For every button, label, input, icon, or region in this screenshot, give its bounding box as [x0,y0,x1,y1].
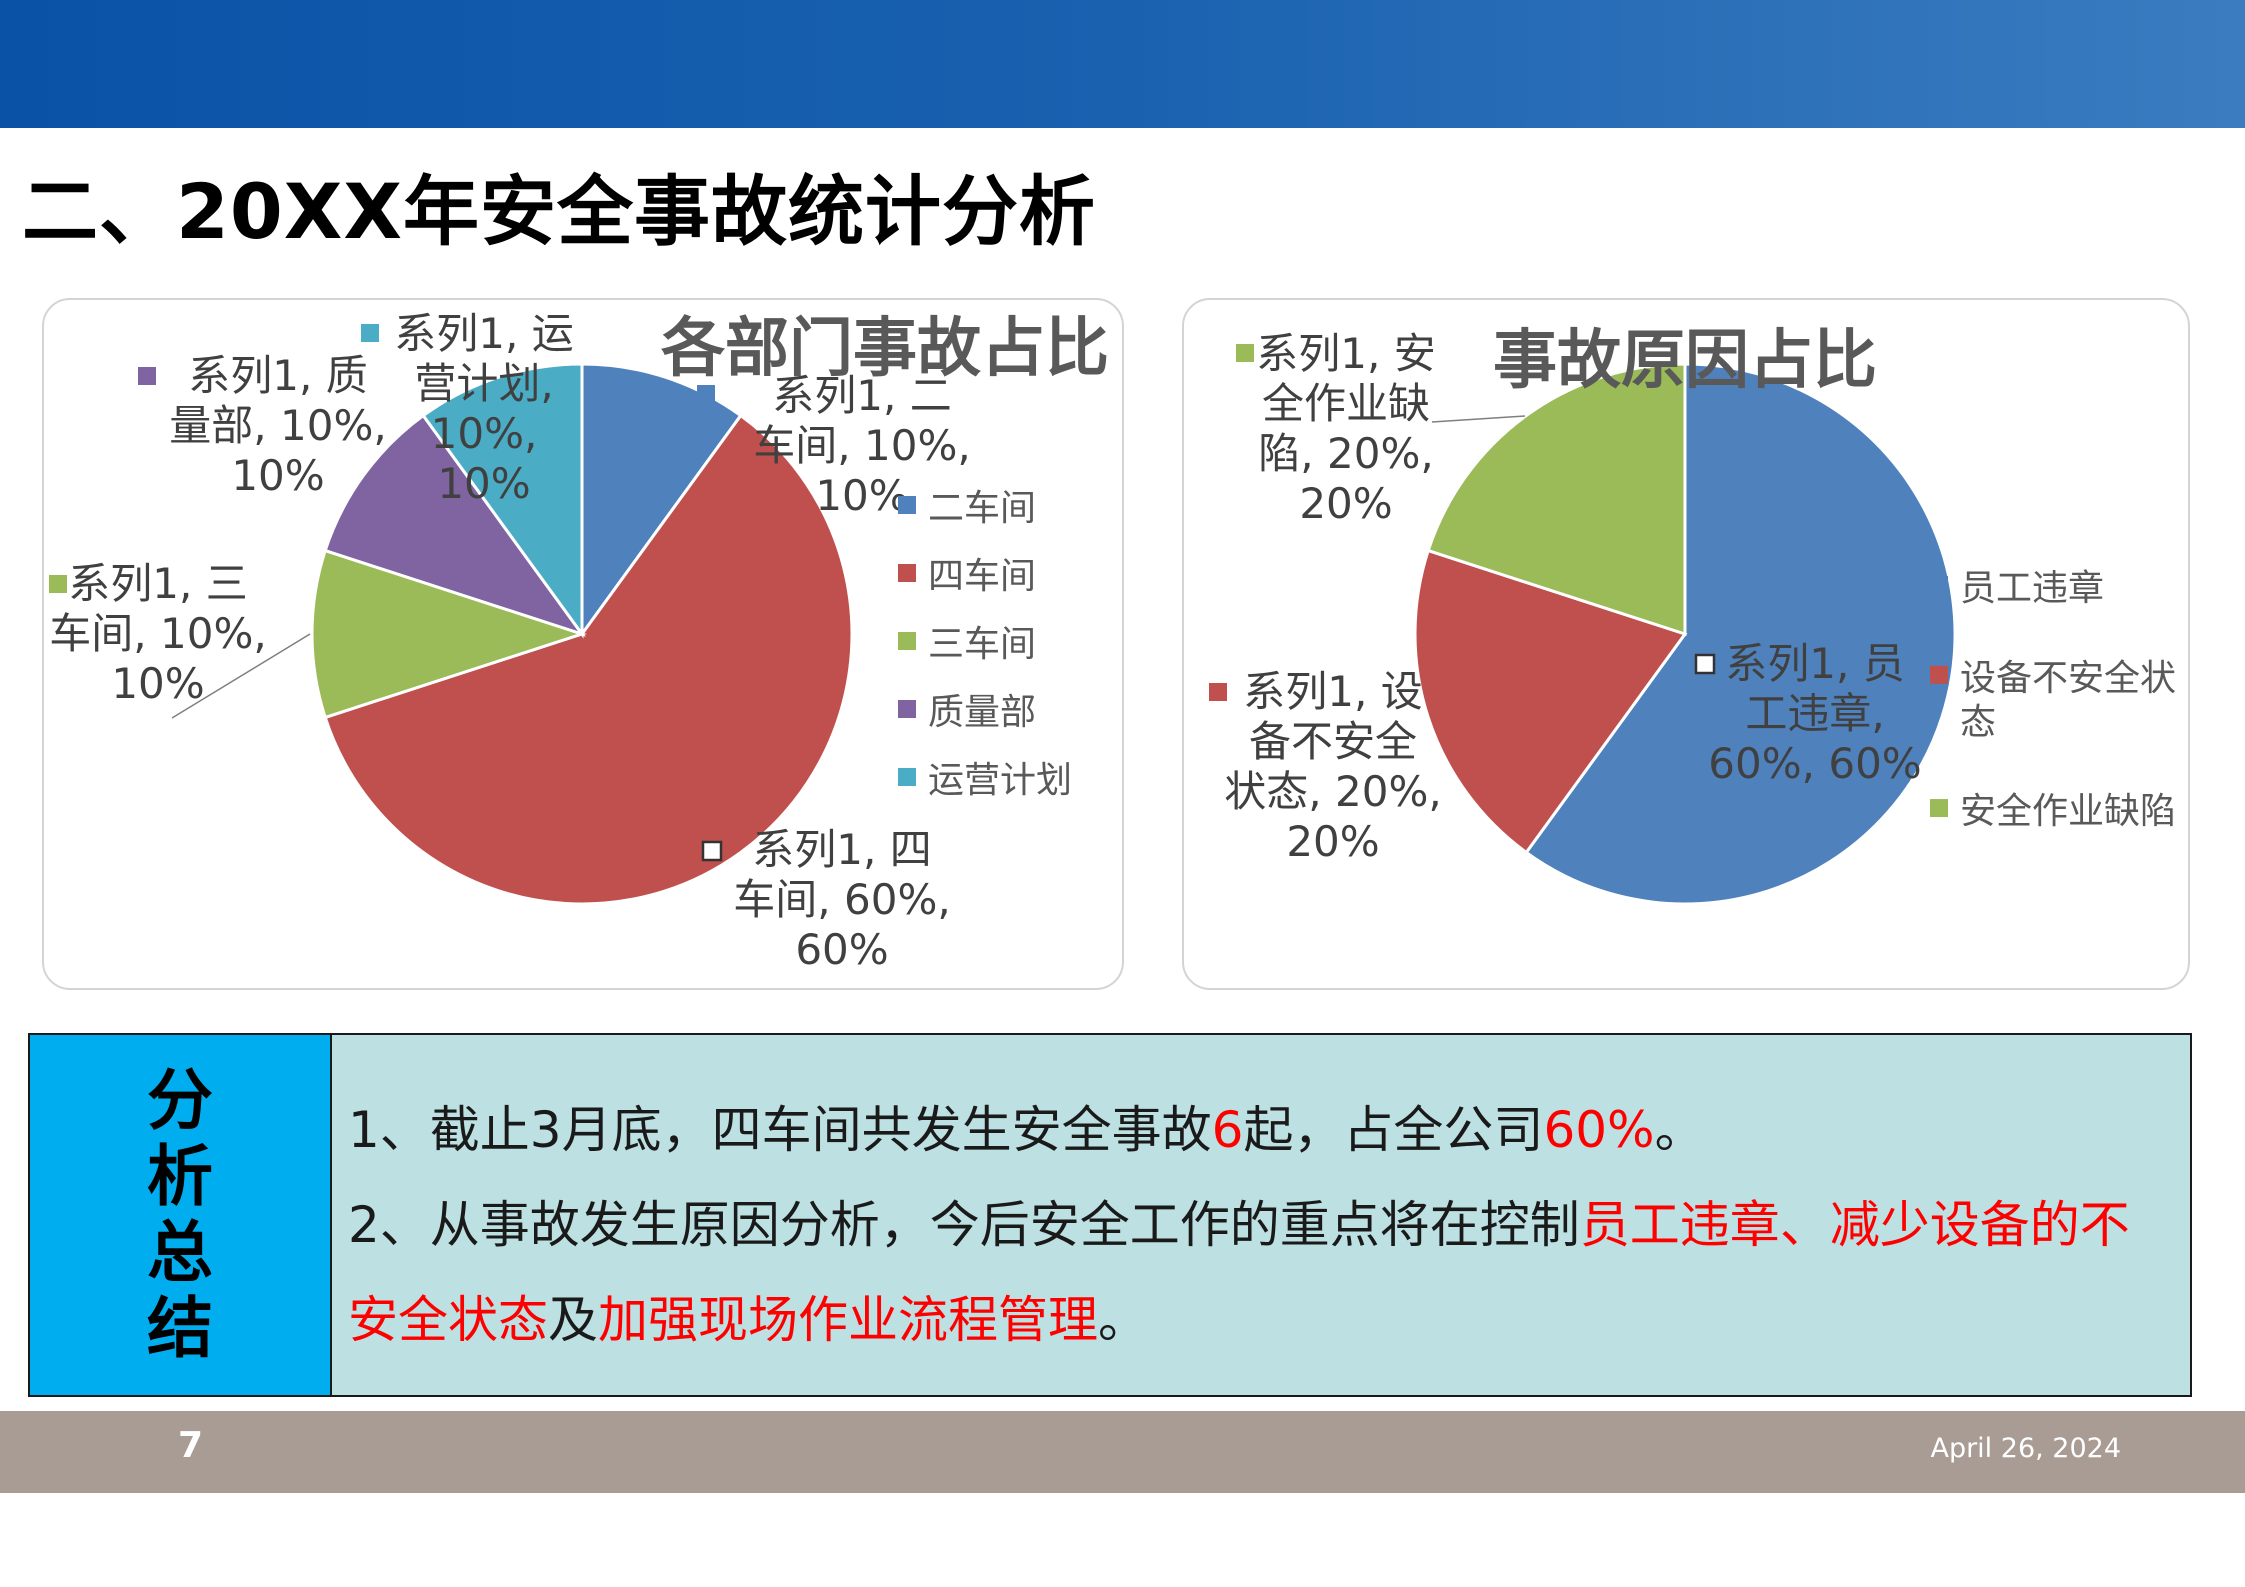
text-run: 。 [1654,1101,1705,1159]
label-marker [49,575,67,593]
legend-label: 员工违章 [1960,568,2104,609]
legend-swatch [1930,799,1948,818]
highlight-text: 、 [1779,1196,1830,1254]
legend-label: 三车间 [928,624,1036,665]
summary-heading-char: 析 [147,1138,213,1215]
highlight-text: 减少设备的不安全状态 [348,1196,2130,1349]
data-label: 系列1, 质量部, 10%, 10% [169,351,386,500]
legend-label: 设备不安全状态 [1960,658,2176,743]
text-run: 起，占全公司 [1243,1101,1544,1159]
summary-heading-char: 结 [147,1290,213,1367]
summary-heading-char: 分 [147,1062,213,1139]
highlight-percent: 60% [1543,1101,1655,1159]
legend-swatch [898,496,916,514]
data-label: 系列1, 四车间, 60%, 60% [733,825,950,974]
data-label: 系列1, 三车间, 10%, 10% [49,559,266,708]
label-marker [138,367,156,385]
label-marker [1236,344,1254,362]
data-label: 系列1, 二车间, 10%, 10% [753,371,970,520]
legend-label: 安全作业缺陷 [1960,791,2176,832]
pie-slice-运营计划 [421,362,584,639]
label-marker [1209,683,1227,701]
footer-bar: 7 April 26, 2024 [0,1411,2245,1493]
legend-swatch [898,632,916,650]
summary-heading-char: 总 [147,1214,213,1291]
pie-slice-四车间 [323,413,854,906]
summary-heading: 分 析 总 结 [30,1063,330,1367]
data-label: 系列1, 设备不安全状态, 20%, 20% [1224,667,1441,866]
cause-pie-chart: 系列1, 员工违章, 60%, 60% 系列1, 设备不安全状态, 20%, 20% 系… [1209,324,2176,906]
label-marker [697,385,715,403]
label-marker [1694,653,1716,675]
chart-title: 各部门事故占比 [661,312,1109,386]
dept-pie-chart: 系列1, 二车间, 10%, 10% 系列1, 四车间, 60%, 60% 系列1, 三… [49,309,1109,974]
legend-swatch [1930,576,1948,594]
text-run: 1、截止3月底，四车间共发生安全事故 [348,1101,1212,1159]
label-marker [701,840,723,862]
data-label: 系列1, 运营计划, 10%, 10% [394,309,573,508]
pie-slice-员工违章 [1524,362,1957,906]
text-run: 2、从事故发生原因分析，今后安全工作的重点将在控制 [348,1196,1580,1254]
highlight-count: 6 [1211,1101,1244,1159]
label-leader-line [171,633,311,719]
summary-text: 1、截止3月底，四车间共发生安全事故6起，占全公司60%。 2、从事故发生原因分… [348,1083,2158,1368]
chart-title: 事故原因占比 [1493,324,1877,398]
label-marker [361,324,379,342]
slide-title: 二、20XX年安全事故统计分析 [22,167,1096,256]
highlight-text: 员工违章 [1579,1196,1780,1254]
highlight-text: 加强现场作业流程管理 [598,1291,1098,1349]
pie-slice-二车间 [580,362,743,639]
legend-label: 四车间 [928,556,1036,597]
legend-swatch [898,564,916,582]
pie-slice-设备不安全状态 [1413,548,1688,855]
data-label: 系列1, 安全作业缺陷, 20%, 20% [1256,329,1435,528]
summary-point-1: 1、截止3月底，四车间共发生安全事故6起，占全公司60%。 [348,1083,2158,1178]
analysis-summary: 分 析 总 结 1、截止3月底，四车间共发生安全事故6起，占全公司60%。 2、… [28,1033,2192,1397]
summary-point-2: 2、从事故发生原因分析，今后安全工作的重点将在控制员工违章、减少设备的不安全状态… [348,1178,2158,1368]
page-number: 7 [178,1425,204,1466]
legend-swatch [898,700,916,718]
header-bar [0,0,2245,128]
legend-label: 质量部 [928,692,1036,733]
pie-slice-三车间 [310,548,587,720]
pie-slice-质量部 [323,413,586,637]
legend-label: 二车间 [928,488,1036,529]
label-leader-line [1431,415,1526,423]
data-label: 系列1, 员工违章, 60%, 60% [1708,639,1921,788]
text-run: 及 [548,1291,598,1349]
legend-swatch [1930,665,1948,684]
footer-date: April 26, 2024 [1930,1433,2121,1464]
pie-slice-安全作业缺陷 [1426,362,1687,637]
legend-label: 运营计划 [928,760,1072,801]
text-run: 。 [1098,1291,1148,1349]
legend-swatch [898,768,916,786]
summary-heading-panel: 分 析 总 结 [30,1035,332,1395]
